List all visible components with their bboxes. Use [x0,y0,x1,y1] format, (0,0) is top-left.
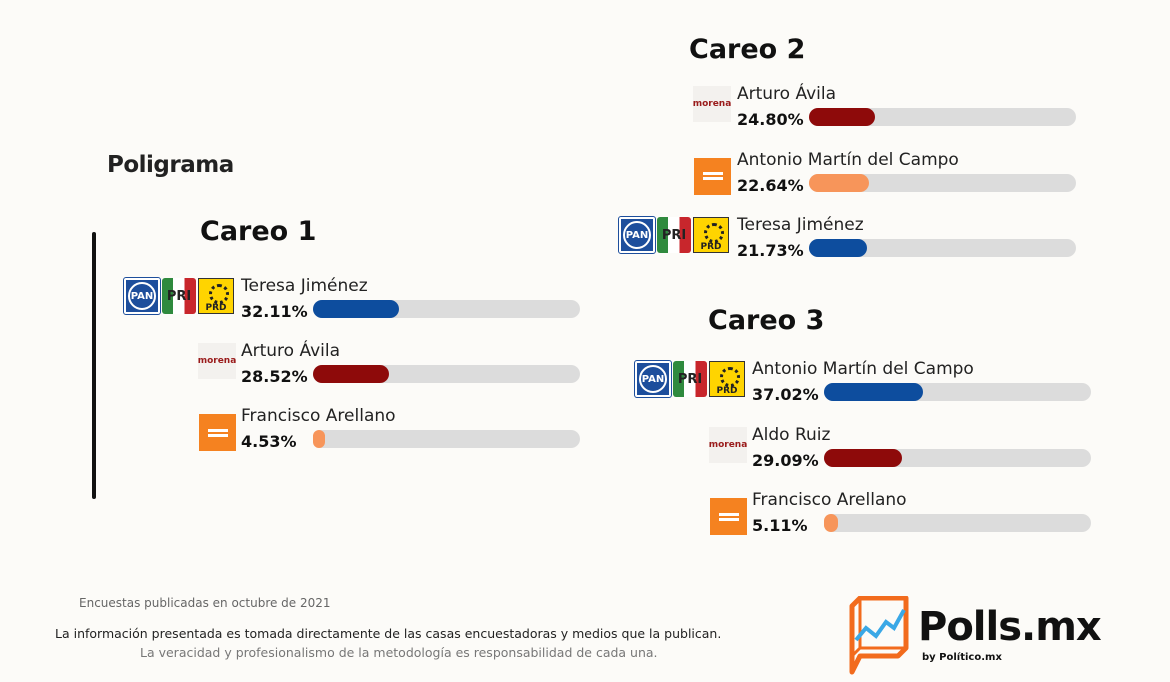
divider-line [92,232,96,499]
footer-disclaimer-1: La información presentada es tomada dire… [55,626,722,641]
percent-bar-fill [809,108,876,126]
mc-logo-icon [710,498,747,535]
prd-logo-icon: PRD [709,361,745,397]
candidate-percent: 4.53% [241,432,297,451]
candidate-percent: 29.09% [752,450,819,470]
percent-bar-fill [313,300,399,318]
percent-bar-fill [824,514,838,532]
candidate-name: Teresa Jiménez [241,276,368,296]
polls-logo-byline: by Político.mx [922,652,1002,663]
candidate-name: Francisco Arellano [752,490,907,510]
candidate-name: Teresa Jiménez [737,215,864,235]
candidate-row: Francisco Arellano 5.11% [0,490,1091,550]
polls-logo-name: Polls.mx [918,604,1102,650]
pri-logo-icon: PRI [162,278,196,314]
percent-bar-fill [824,383,923,401]
percent-bar-track [809,239,1076,257]
candidate-name: Aldo Ruiz [752,424,831,445]
morena-logo-icon: morena [709,426,747,463]
candidate-name: Arturo Ávila [737,84,837,104]
mc-logo-icon [694,157,731,195]
candidate-row: PAN PRI PRD Antonio Martín del Campo 37.02% [0,359,1091,419]
percent-bar-fill [809,239,868,257]
candidate-percent: 5.11% [752,516,808,535]
candidate-percent: 37.02% [752,385,819,404]
candidate-row: Antonio Martín del Campo 22.64% [0,150,1076,210]
candidate-percent: 28.52% [241,367,308,386]
pri-logo-icon: PRI [673,361,707,397]
percent-bar-track [824,383,1091,401]
candidate-name: Antonio Martín del Campo [737,149,959,170]
mc-logo-icon [694,157,731,195]
candidate-row: morena Aldo Ruiz 29.09% [0,425,1091,485]
coalition-logo-icon: PAN PRI PRD [634,360,745,398]
coalition-logo-icon: PAN PRI PRD [123,277,234,315]
percent-bar-track [313,365,580,383]
percent-bar-track [809,173,1076,192]
mc-logo-icon [199,414,236,451]
prd-logo-icon: PRD [693,217,729,253]
prd-logo-icon: PRD [198,278,234,314]
percent-bar-track [313,300,580,318]
candidate-name: Francisco Arellano [241,406,396,426]
pri-logo-icon: PRI [657,217,691,253]
candidate-name: Antonio Martín del Campo [752,359,974,379]
pan-logo-icon: PAN [618,216,656,254]
morena-logo-icon: morena [709,426,747,463]
candidate-name: Arturo Ávila [241,341,341,361]
pan-logo-icon: PAN [123,277,161,315]
poligrama-brand: Poligrama [107,152,234,178]
percent-bar-track [809,108,1076,126]
percent-bar-track [313,430,580,448]
candidate-percent: 32.11% [241,302,308,321]
careo-title: Careo 1 [200,216,317,247]
percent-bar-fill [313,430,326,448]
candidate-row: PAN PRI PRD Teresa Jiménez 21.73% [0,215,1076,275]
footer-date: Encuestas publicadas en octubre de 2021 [79,596,331,610]
candidate-percent: 24.80% [737,110,804,129]
percent-bar-fill [809,173,870,192]
percent-bar-track [824,514,1091,532]
candidate-row: morena Arturo Ávila 24.80% [0,84,1076,144]
careo-title: Careo 3 [708,305,825,336]
morena-logo-icon: morena [693,86,731,122]
percent-bar-track [824,448,1091,467]
candidate-percent: 22.64% [737,175,804,195]
mc-logo-icon [710,498,747,535]
candidate-row: PAN PRI PRD Teresa Jiménez 32.11% [0,276,580,336]
morena-logo-icon: morena [198,343,236,379]
candidate-row: Francisco Arellano 4.53% [0,406,580,466]
candidate-percent: 21.73% [737,241,804,260]
morena-logo-icon: morena [693,86,731,122]
careo-title: Careo 2 [689,34,806,65]
polls-logo-icon [849,596,909,675]
percent-bar-fill [313,365,390,383]
footer-disclaimer-2: La veracidad y profesionalismo de la met… [140,645,658,660]
morena-logo-icon: morena [198,343,236,379]
mc-logo-icon [199,414,236,451]
coalition-logo-icon: PAN PRI PRD [618,216,729,254]
pan-logo-icon: PAN [634,360,672,398]
candidate-row: morena Arturo Ávila 28.52% [0,341,580,401]
percent-bar-fill [824,448,902,467]
